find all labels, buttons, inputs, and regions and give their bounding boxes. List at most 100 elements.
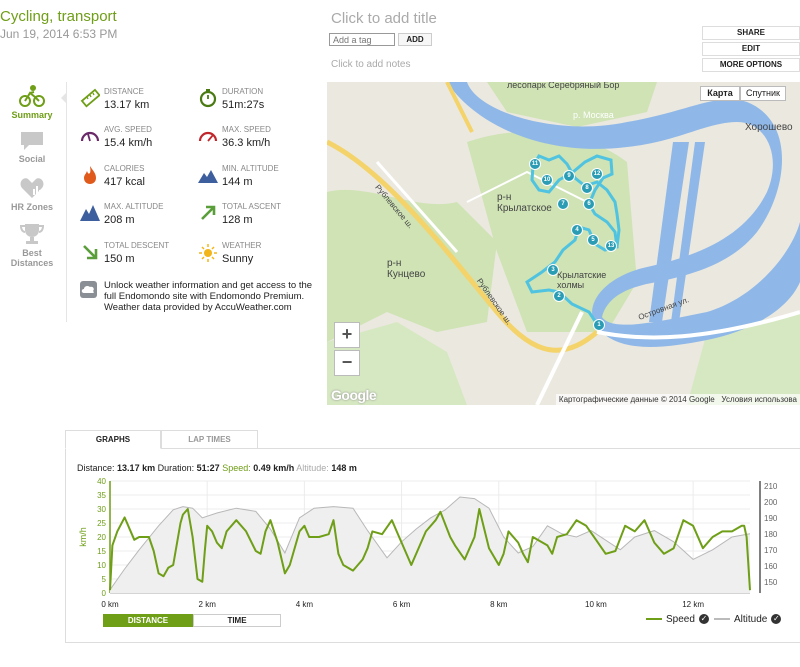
stat-min-altitude: MIN. ALTITUDE 144 m (198, 164, 308, 198)
workout-date: Jun 19, 2014 6:53 PM (0, 27, 118, 41)
map-label-krylatskoe: р-н Крылатское (497, 192, 552, 214)
map-label-river: р. Москва (573, 110, 614, 120)
y-left-axis-label: km/h (78, 527, 88, 547)
route-marker-3[interactable]: 3 (547, 264, 559, 276)
weather-premium-text: Unlock weather information and get acces… (104, 280, 313, 302)
map-type-satellite-button[interactable]: Спутник (740, 86, 786, 101)
workout-title: Cycling, transport (0, 8, 117, 25)
route-marker-8[interactable]: 8 (581, 182, 593, 194)
distance-value: 13.17 km (104, 99, 150, 111)
route-marker-10[interactable]: 10 (541, 174, 553, 186)
nav-summary[interactable]: Summary (4, 84, 60, 120)
min-altitude-value: 144 m (222, 176, 253, 188)
heart-icon (20, 178, 44, 198)
add-title-field[interactable]: Click to add title (331, 10, 437, 27)
x-tick-label: 6 km (393, 600, 411, 609)
stat-distance: DISTANCE 13.17 km (80, 87, 190, 121)
y-right-tick-label: 200 (764, 498, 778, 507)
share-button[interactable]: SHARE (702, 26, 800, 40)
route-marker-2[interactable]: 2 (553, 290, 565, 302)
route-marker-6[interactable]: 6 (583, 198, 595, 210)
route-marker-11[interactable]: 11 (529, 158, 541, 170)
weather-label: WEATHER (222, 241, 262, 250)
mountain-low-icon (198, 170, 218, 183)
speed-line[interactable] (109, 508, 751, 591)
y-left-tick-label: 15 (97, 547, 106, 556)
duration-label: DURATION (222, 87, 264, 96)
readout-distance-value: 13.17 km (117, 463, 156, 473)
max-altitude-label: MAX. ALTITUDE (104, 202, 164, 211)
stat-total-descent: TOTAL DESCENT 150 m (80, 241, 190, 275)
x-axis-time-button[interactable]: TIME (193, 614, 281, 627)
total-ascent-label: TOTAL ASCENT (222, 202, 281, 211)
legend-speed-label: Speed (666, 614, 695, 625)
nav-social[interactable]: Social (4, 130, 60, 164)
calories-label: CALORIES (104, 164, 145, 173)
route-marker-7[interactable]: 7 (557, 198, 569, 210)
x-tick-label: 8 km (490, 600, 508, 609)
stat-duration: DURATION 51m:27s (198, 87, 308, 121)
nav-divider (66, 82, 67, 322)
y-right-tick-label: 180 (764, 530, 778, 539)
y-left-tick-label: 20 (97, 533, 106, 542)
route-marker-1[interactable]: 1 (593, 319, 605, 331)
nav-hr-zones-label: HR Zones (10, 202, 53, 212)
more-options-button[interactable]: MORE OPTIONS (702, 58, 800, 72)
x-axis-distance-button[interactable]: DISTANCE (103, 614, 193, 627)
route-marker-5[interactable]: 5 (587, 234, 599, 246)
readout-speed-label: Speed: (222, 463, 251, 473)
avg-speed-label: AVG. SPEED (104, 125, 152, 134)
calories-value: 417 kcal (104, 176, 145, 188)
map-terms-link[interactable]: Условия использова (721, 395, 797, 404)
distance-label: DISTANCE (104, 87, 144, 96)
speedometer-icon (80, 131, 100, 142)
weather-provider-text: Weather data provided by AccuWeather.com (104, 302, 292, 313)
y-right-tick-label: 170 (764, 546, 778, 555)
nav-best-distances[interactable]: Best Distances (4, 222, 60, 268)
trophy-icon (19, 224, 45, 244)
weather-premium-note[interactable]: Unlock weather information and get acces… (104, 280, 314, 313)
route-marker-13[interactable]: 13 (605, 240, 617, 252)
zoom-in-button[interactable]: + (334, 322, 360, 348)
y-left-tick-label: 40 (97, 477, 106, 486)
stat-max-speed: MAX. SPEED 36.3 km/h (198, 125, 308, 159)
y-left-tick-label: 25 (97, 519, 106, 528)
map-canvas (327, 82, 800, 405)
max-speed-value: 36.3 km/h (222, 137, 271, 149)
sun-icon (199, 244, 217, 262)
x-tick-label: 4 km (296, 600, 314, 609)
stat-total-ascent: TOTAL ASCENT 128 m (198, 202, 308, 236)
total-descent-label: TOTAL DESCENT (104, 241, 170, 250)
stat-calories: CALORIES 417 kcal (80, 164, 190, 198)
legend-altitude[interactable]: Altitude ✓ (714, 614, 782, 625)
legend-altitude-swatch (714, 618, 730, 621)
route-marker-4[interactable]: 4 (571, 224, 583, 236)
x-tick-label: 2 km (199, 600, 217, 609)
x-tick-label: 0 km (101, 600, 119, 609)
altitude-line[interactable] (109, 496, 751, 591)
legend-speed[interactable]: Speed ✓ (646, 614, 709, 625)
nav-hr-zones[interactable]: HR Zones (4, 176, 60, 212)
readout-altitude-label: Altitude: (296, 463, 329, 473)
total-ascent-value: 128 m (222, 214, 253, 226)
y-left-tick-label: 0 (102, 589, 107, 598)
readout-altitude-value: 148 m (331, 463, 357, 473)
max-altitude-value: 208 m (104, 214, 135, 226)
tab-graphs[interactable]: GRAPHS (65, 430, 161, 449)
arrow-down-right-icon (83, 245, 98, 260)
altitude-area (110, 497, 750, 593)
avg-speed-value: 15.4 km/h (104, 137, 153, 149)
route-marker-9[interactable]: 9 (563, 170, 575, 182)
route-marker-12[interactable]: 12 (591, 168, 603, 180)
add-notes-field[interactable]: Click to add notes (331, 59, 411, 70)
route-map[interactable]: лесопарк Серебряный Бор р. Москва Хороше… (327, 82, 800, 405)
ruler-icon (80, 88, 100, 108)
zoom-out-button[interactable]: − (334, 350, 360, 376)
add-tag-button[interactable]: ADD (398, 33, 432, 46)
map-type-map-button[interactable]: Карта (700, 86, 740, 101)
cloud-lock-icon (80, 281, 97, 298)
y-left-tick-label: 5 (102, 575, 107, 584)
x-tick-label: 12 km (682, 600, 704, 609)
tag-input[interactable] (329, 33, 395, 46)
